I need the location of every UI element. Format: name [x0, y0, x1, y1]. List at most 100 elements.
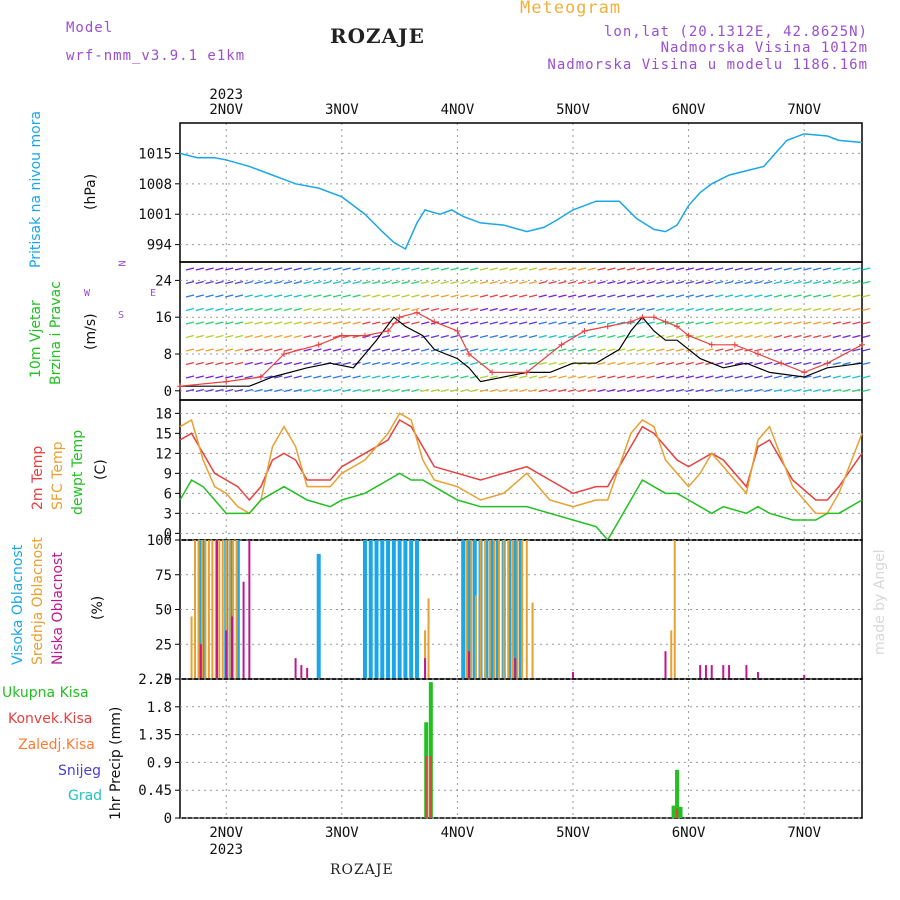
wind-barb — [362, 388, 371, 393]
wind-barb — [323, 307, 332, 312]
wind-barb — [440, 280, 449, 285]
wind-barb — [724, 334, 734, 339]
wind-barb — [587, 334, 596, 339]
wind-barb — [548, 361, 557, 366]
wind-barb — [548, 280, 557, 285]
wind-barb — [450, 361, 459, 366]
cloud-mid-bar — [235, 540, 238, 679]
wind-barb — [793, 361, 802, 366]
compass-s: S — [118, 310, 125, 321]
wind-barb — [185, 334, 195, 339]
wind-barb — [675, 307, 685, 312]
cloud-mid-bar — [218, 540, 221, 679]
wind-barb — [401, 348, 410, 352]
wind-barb — [822, 280, 832, 285]
wind-barb — [705, 348, 714, 352]
gust-marker — [685, 332, 692, 339]
wind-barb — [538, 334, 547, 339]
wind-barb — [626, 267, 636, 271]
wind-barb — [636, 348, 645, 352]
wind-barb — [352, 267, 361, 271]
wind-barb — [597, 361, 606, 366]
wind-barb — [450, 334, 459, 339]
wind-barb — [773, 307, 783, 312]
bottom-day-label: 3NOV — [325, 825, 359, 841]
wind-barb — [254, 294, 263, 298]
wind-barb — [528, 334, 538, 339]
cloud-high-bar — [472, 540, 477, 679]
wind-barb — [803, 348, 812, 352]
cloud-mid-bar — [207, 540, 210, 679]
wind-barb — [656, 294, 665, 298]
wind-barb — [479, 375, 489, 379]
wind-barb — [430, 375, 440, 379]
wind-barb — [274, 280, 283, 285]
cloud-mid-bar — [470, 540, 473, 679]
cloud-label-mid: Srednja Oblacnost — [30, 537, 46, 665]
wind-barb — [783, 334, 792, 339]
temp-dewpt-line — [179, 472, 863, 542]
wind-barb — [411, 361, 420, 366]
wind-barb — [842, 280, 851, 285]
wind-barb — [254, 361, 263, 366]
wind-barb — [205, 375, 214, 379]
wind-barb — [381, 388, 391, 393]
bottom-day-label: 4NOV — [441, 825, 475, 841]
wind-barb — [391, 307, 400, 312]
wind-barb — [440, 334, 449, 339]
precip-total-bar — [428, 682, 433, 818]
wind-barb — [323, 267, 332, 271]
wind-barb — [234, 307, 244, 312]
cloud-mid-bar — [502, 540, 505, 679]
wind-barb — [754, 280, 763, 285]
wind-barb — [793, 280, 802, 285]
temp-label-dew: dewpt Temp — [70, 429, 86, 515]
wind-barb — [430, 321, 440, 325]
wind-barb — [685, 307, 694, 312]
wind-barb — [597, 294, 606, 298]
precip-frame — [179, 678, 863, 819]
cloud-label-low: Niska Oblacnost — [50, 552, 66, 665]
wind-barb — [528, 348, 538, 352]
gust-marker — [859, 341, 865, 348]
wind-barb — [323, 375, 332, 379]
wind-barb — [675, 280, 685, 285]
wind-barb — [489, 361, 498, 366]
gust-marker — [639, 314, 646, 321]
wind-barb — [754, 348, 763, 352]
wind-barb — [479, 388, 489, 393]
wind-barb — [587, 321, 596, 325]
gust-marker — [223, 378, 230, 385]
wind-barb — [803, 388, 812, 393]
wind-barb — [577, 294, 587, 298]
wind-barb — [832, 388, 841, 393]
wind-barb — [685, 294, 694, 298]
wind-barb — [489, 388, 498, 393]
wind-barb — [244, 307, 253, 312]
gust-marker — [413, 309, 420, 316]
wind-barb — [744, 321, 753, 325]
cloud-high-bar — [386, 540, 391, 679]
wind-barb — [724, 388, 734, 393]
wind-barb — [215, 321, 224, 325]
wind-barb — [764, 307, 773, 312]
wind-barb — [509, 334, 518, 339]
wind-label-2: Brzina i Pravac — [48, 281, 64, 385]
wind-barb — [274, 267, 283, 271]
wind-barb — [274, 348, 283, 352]
wind-barb — [234, 267, 244, 271]
wind-barb — [381, 307, 391, 312]
gust-marker — [523, 369, 530, 376]
wind-barb — [666, 348, 675, 352]
wind-barb — [470, 267, 479, 271]
wind-barb — [793, 294, 802, 298]
wind-barb — [597, 388, 606, 393]
cloud-tick-label: 100 — [147, 533, 172, 549]
wind-barb — [195, 348, 204, 352]
wind-barb — [421, 307, 430, 312]
gust-marker — [177, 383, 183, 390]
wind-barb — [744, 334, 753, 339]
wind-barb — [528, 267, 538, 271]
legend-snow: Snijeg — [58, 763, 102, 779]
cloud-low-bar — [803, 674, 806, 679]
